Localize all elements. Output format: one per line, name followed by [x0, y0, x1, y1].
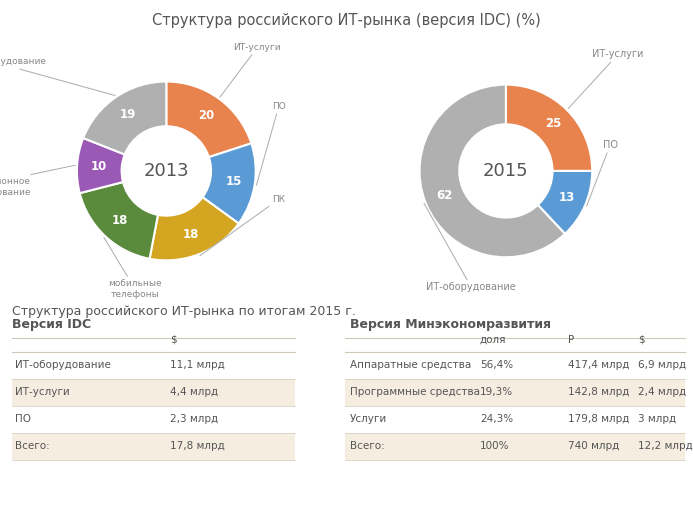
Text: ПК: ПК [200, 195, 285, 256]
Wedge shape [83, 81, 166, 154]
Text: 12,2 млрд: 12,2 млрд [638, 441, 693, 451]
Wedge shape [202, 143, 256, 223]
Text: 11,1 млрд: 11,1 млрд [170, 361, 225, 370]
Text: ИТ-услуги: ИТ-услуги [220, 43, 281, 97]
Bar [12, 433, 295, 460]
Bar [12, 379, 295, 406]
Text: телекоммуникационное
и сетевое оборудование: телекоммуникационное и сетевое оборудова… [0, 165, 76, 197]
Text: 4,4 млрд: 4,4 млрд [170, 387, 218, 397]
Wedge shape [150, 197, 238, 261]
Text: 20: 20 [198, 109, 214, 122]
Text: другое оборудование: другое оборудование [0, 57, 115, 95]
Text: Версия Минэкономразвития: Версия Минэкономразвития [350, 318, 551, 331]
Text: 24,3%: 24,3% [480, 414, 513, 424]
Text: 19: 19 [120, 108, 137, 121]
Text: Всего:: Всего: [15, 441, 50, 451]
Wedge shape [538, 171, 593, 234]
Bar [12, 352, 295, 379]
Text: 740 млрд: 740 млрд [568, 441, 620, 451]
Text: мобильные
телефоны: мобильные телефоны [104, 237, 162, 299]
Text: 417,4 млрд: 417,4 млрд [568, 361, 629, 370]
Text: 142,8 млрд: 142,8 млрд [568, 387, 629, 397]
Bar [345, 379, 685, 406]
Text: 62: 62 [436, 189, 453, 202]
Text: ИТ-услуги: ИТ-услуги [568, 49, 644, 109]
Bar [12, 406, 295, 433]
Text: 13: 13 [559, 191, 575, 204]
Bar [345, 406, 685, 433]
Wedge shape [166, 81, 252, 157]
Wedge shape [506, 84, 593, 171]
Text: 56,4%: 56,4% [480, 361, 513, 370]
Text: Структура российского ИТ-рынка (версия IDC) (%): Структура российского ИТ-рынка (версия I… [152, 13, 541, 28]
Wedge shape [77, 138, 125, 193]
Text: 100%: 100% [480, 441, 509, 451]
Text: Аппаратные средства: Аппаратные средства [350, 361, 471, 370]
Bar [345, 433, 685, 460]
Text: 2013: 2013 [143, 162, 189, 180]
Bar [345, 352, 685, 379]
Text: ИТ-оборудование: ИТ-оборудование [424, 204, 516, 293]
Text: 2,3 млрд: 2,3 млрд [170, 414, 218, 424]
Text: 2,4 млрд: 2,4 млрд [638, 387, 686, 397]
Text: Услуги: Услуги [350, 414, 387, 424]
Wedge shape [80, 182, 158, 259]
Text: ИТ-оборудование: ИТ-оборудование [15, 361, 111, 370]
Text: 6,9 млрд: 6,9 млрд [638, 361, 686, 370]
Text: ИТ-услуги: ИТ-услуги [15, 387, 70, 397]
Text: 18: 18 [183, 227, 200, 241]
Text: ПО: ПО [256, 102, 286, 185]
Text: 10: 10 [90, 160, 107, 173]
Text: $: $ [170, 335, 177, 345]
Text: 15: 15 [225, 175, 242, 188]
Text: 25: 25 [545, 118, 561, 131]
Text: Версия IDC: Версия IDC [12, 318, 91, 331]
Text: Р: Р [568, 335, 574, 345]
Text: 179,8 млрд: 179,8 млрд [568, 414, 629, 424]
Text: $: $ [638, 335, 644, 345]
Text: доля: доля [480, 335, 507, 345]
Text: 3 млрд: 3 млрд [638, 414, 676, 424]
Text: 17,8 млрд: 17,8 млрд [170, 441, 225, 451]
Text: ПО: ПО [15, 414, 31, 424]
Text: Программные средства: Программные средства [350, 387, 480, 397]
Text: Структура российского ИТ-рынка по итогам 2015 г.: Структура российского ИТ-рынка по итогам… [12, 305, 356, 318]
Text: Всего:: Всего: [350, 441, 385, 451]
Wedge shape [419, 84, 565, 257]
Text: 19,3%: 19,3% [480, 387, 513, 397]
Text: ПО: ПО [587, 140, 617, 206]
Text: 2015: 2015 [483, 162, 529, 180]
Text: 18: 18 [112, 214, 128, 227]
